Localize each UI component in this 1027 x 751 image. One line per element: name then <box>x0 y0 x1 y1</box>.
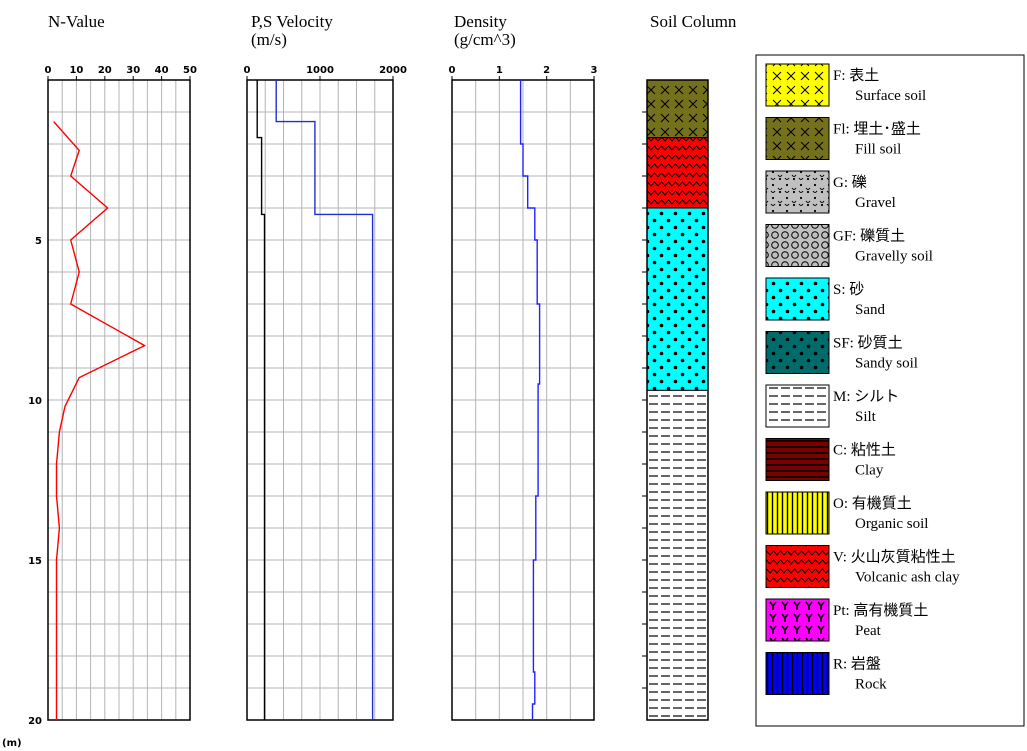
legend-english-label: Gravelly soil <box>855 249 933 265</box>
x-tick-label: 40 <box>155 65 169 76</box>
density-panel: 0 1 2 3 <box>449 65 598 721</box>
x-tick-label: 0 <box>449 65 456 76</box>
legend-english-label: Sand <box>855 302 886 318</box>
legend-item-f: F: 表土 Surface soil <box>765 63 926 107</box>
legend-swatch <box>765 277 830 321</box>
x-tick-label: 30 <box>126 65 140 76</box>
density-series-line-0 <box>519 80 541 720</box>
x-tick-label: 3 <box>591 65 598 76</box>
legend-english-label: Sandy soil <box>855 356 918 372</box>
legend-english-label: Gravel <box>855 195 896 211</box>
soil-layer-m <box>646 389 709 721</box>
legend-english-label: Silt <box>855 409 877 425</box>
soil-layer-pattern <box>646 389 709 721</box>
velocity-series-line-1 <box>275 80 374 720</box>
legend-label: SF: 砂質土 <box>833 334 903 352</box>
velocity-title: P,S Velocity <box>251 12 333 31</box>
nvalue-title: N-Value <box>48 12 105 31</box>
legend-label: M: シルト <box>833 389 899 405</box>
legend-label: F: 表土 <box>833 67 879 84</box>
legend-item-o: O: 有機質土 Organic soil <box>765 491 928 535</box>
legend-swatch <box>765 117 830 160</box>
legend-item-fl: Fl: 埋土･盛土 Fill soil <box>765 117 921 160</box>
legend-english-label: Surface soil <box>855 88 926 104</box>
legend-swatch <box>765 652 830 695</box>
density-title: Density <box>454 12 507 31</box>
legend-english-label: Rock <box>855 677 887 693</box>
legend-label: V: 火山灰質粘性土 <box>833 548 956 566</box>
y-tick-label: 20 <box>28 716 42 727</box>
legend-swatch <box>765 598 830 642</box>
chart-panels: 0 10 20 30 40 50 5 10 15 20 0 1000 2000 0 1 2 3 <box>28 65 597 727</box>
nvalue-panel: 0 10 20 30 40 50 5 10 15 20 <box>28 65 197 727</box>
x-tick-label: 50 <box>183 65 197 76</box>
legend-label: G: 礫 <box>833 174 867 191</box>
legend-english-label: Fill soil <box>855 142 901 158</box>
y-tick-label: 10 <box>28 396 42 407</box>
legend-swatch <box>765 63 830 107</box>
x-tick-label: 1000 <box>306 65 334 76</box>
legend-label: O: 有機質土 <box>833 494 912 512</box>
x-tick-label: 20 <box>98 65 112 76</box>
x-tick-label: 1 <box>496 65 503 76</box>
legend-item-s: S: 砂 Sand <box>765 277 886 321</box>
legend-label: C: 粘性土 <box>833 442 896 459</box>
y-tick-label: 5 <box>35 236 42 247</box>
x-tick-label: 10 <box>69 65 83 76</box>
soil-layer-pattern <box>646 137 709 209</box>
legend-label: R: 岩盤 <box>833 656 881 673</box>
nvalue-series-line-0 <box>53 121 147 720</box>
soil-layer-v <box>646 137 709 209</box>
velocity-series-line-0 <box>256 80 266 720</box>
legend-item-v: V: 火山灰質粘性土 Volcanic ash clay <box>765 545 960 588</box>
legend-item-sf: SF: 砂質土 Sandy soil <box>765 331 918 374</box>
legend-label: GF: 礫質土 <box>833 227 905 245</box>
legend-label: Fl: 埋土･盛土 <box>833 121 921 138</box>
density-frame <box>451 79 595 721</box>
x-tick-label: 2000 <box>379 65 407 76</box>
soil-layer-pattern <box>646 79 709 139</box>
legend-swatch <box>765 224 830 267</box>
x-tick-label: 2 <box>543 65 550 76</box>
legend-swatch <box>765 384 830 428</box>
legend-english-label: Clay <box>855 463 884 479</box>
legend-item-g: G: 礫 Gravel <box>765 170 896 214</box>
legend-item-gf: GF: 礫質土 Gravelly soil <box>765 224 933 267</box>
legend-item-r: R: 岩盤 Rock <box>765 652 887 695</box>
legend-swatch <box>765 438 830 481</box>
legend-label: Pt: 高有機質土 <box>833 601 928 619</box>
soil-layer-fl <box>646 79 709 139</box>
density-unit: (g/cm^3) <box>454 30 516 49</box>
legend-item-pt: Pt: 高有機質土 Peat <box>765 598 928 642</box>
legend-english-label: Peat <box>855 623 882 639</box>
depth-unit-label: (m) <box>2 738 22 749</box>
legend-swatch <box>765 491 830 535</box>
legend-swatch <box>765 545 830 588</box>
legend-label: S: 砂 <box>833 281 864 298</box>
legend-english-label: Organic soil <box>855 516 928 532</box>
x-tick-label: 0 <box>45 65 52 76</box>
soil-column-title: Soil Column <box>650 12 737 31</box>
velocity-panel: 0 1000 2000 <box>244 65 407 721</box>
y-tick-label: 15 <box>28 556 42 567</box>
soil-column <box>642 79 709 721</box>
legend-english-label: Volcanic ash clay <box>855 570 960 586</box>
legend-swatch <box>765 331 830 374</box>
soil-layer-s <box>646 207 709 391</box>
x-tick-label: 0 <box>244 65 251 76</box>
legend-swatch <box>765 170 830 214</box>
soil-layer-pattern <box>646 207 709 391</box>
legend-item-m: M: シルト Silt <box>765 384 899 428</box>
nvalue-frame <box>47 79 191 721</box>
velocity-unit: (m/s) <box>251 30 287 49</box>
legend-item-c: C: 粘性土 Clay <box>765 438 896 481</box>
